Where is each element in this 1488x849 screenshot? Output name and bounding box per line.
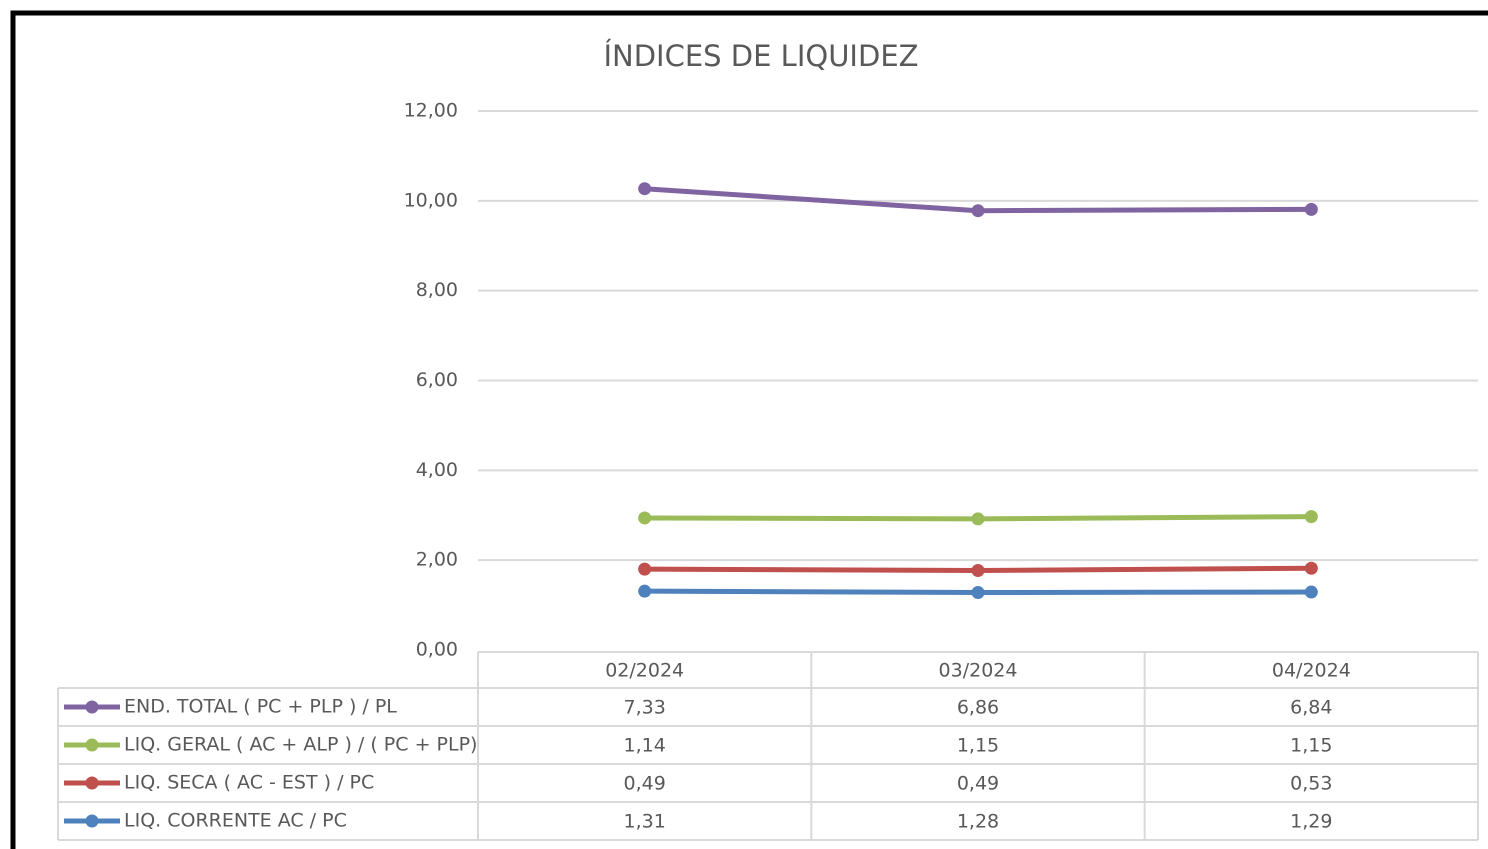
table-value: 1,29 — [1290, 811, 1332, 833]
point — [638, 182, 652, 196]
chart-title: ÍNDICES DE LIQUIDEZ — [603, 39, 918, 73]
legend-label: END. TOTAL ( PC + PLP ) / PL — [124, 696, 397, 718]
table-value: 0,53 — [1290, 773, 1332, 795]
y-tick-label: 4,00 — [416, 459, 458, 481]
table-value: 1,15 — [1290, 735, 1332, 757]
point — [1304, 510, 1318, 524]
point — [638, 511, 652, 525]
table-value: 6,86 — [957, 697, 999, 719]
x-tick-label: 02/2024 — [605, 660, 684, 682]
table-value: 1,14 — [624, 735, 666, 757]
y-tick-label: 2,00 — [416, 549, 458, 571]
y-tick-label: 10,00 — [404, 189, 458, 211]
legend-label: LIQ. CORRENTE AC / PC — [124, 810, 347, 832]
table-value: 0,49 — [624, 773, 666, 795]
table-value: 0,49 — [957, 773, 999, 795]
point — [1304, 202, 1318, 216]
point — [638, 584, 652, 598]
table-value: 1,15 — [957, 735, 999, 757]
y-tick-label: 12,00 — [404, 100, 458, 122]
point — [971, 586, 985, 600]
legend-key-marker — [85, 776, 99, 790]
legend-key-marker — [85, 700, 99, 714]
legend-key-marker — [85, 814, 99, 828]
x-tick-label: 04/2024 — [1272, 660, 1351, 682]
table-value: 7,33 — [624, 697, 666, 719]
y-tick-label: 6,00 — [416, 369, 458, 391]
point — [638, 562, 652, 576]
legend-label: LIQ. GERAL ( AC + ALP ) / ( PC + PLP) — [124, 734, 477, 756]
y-tick-label: 8,00 — [416, 279, 458, 301]
point — [1304, 585, 1318, 599]
table-value: 1,28 — [957, 811, 999, 833]
point — [1304, 561, 1318, 575]
legend-key-marker — [85, 738, 99, 752]
x-tick-label: 03/2024 — [939, 660, 1018, 682]
legend-label: LIQ. SECA ( AC - EST ) / PC — [124, 772, 374, 794]
table-value: 1,31 — [624, 811, 666, 833]
table-value: 6,84 — [1290, 697, 1332, 719]
point — [971, 204, 985, 218]
point — [971, 512, 985, 526]
frame — [10, 10, 1488, 849]
point — [971, 563, 985, 577]
y-tick-label: 0,00 — [416, 639, 458, 661]
